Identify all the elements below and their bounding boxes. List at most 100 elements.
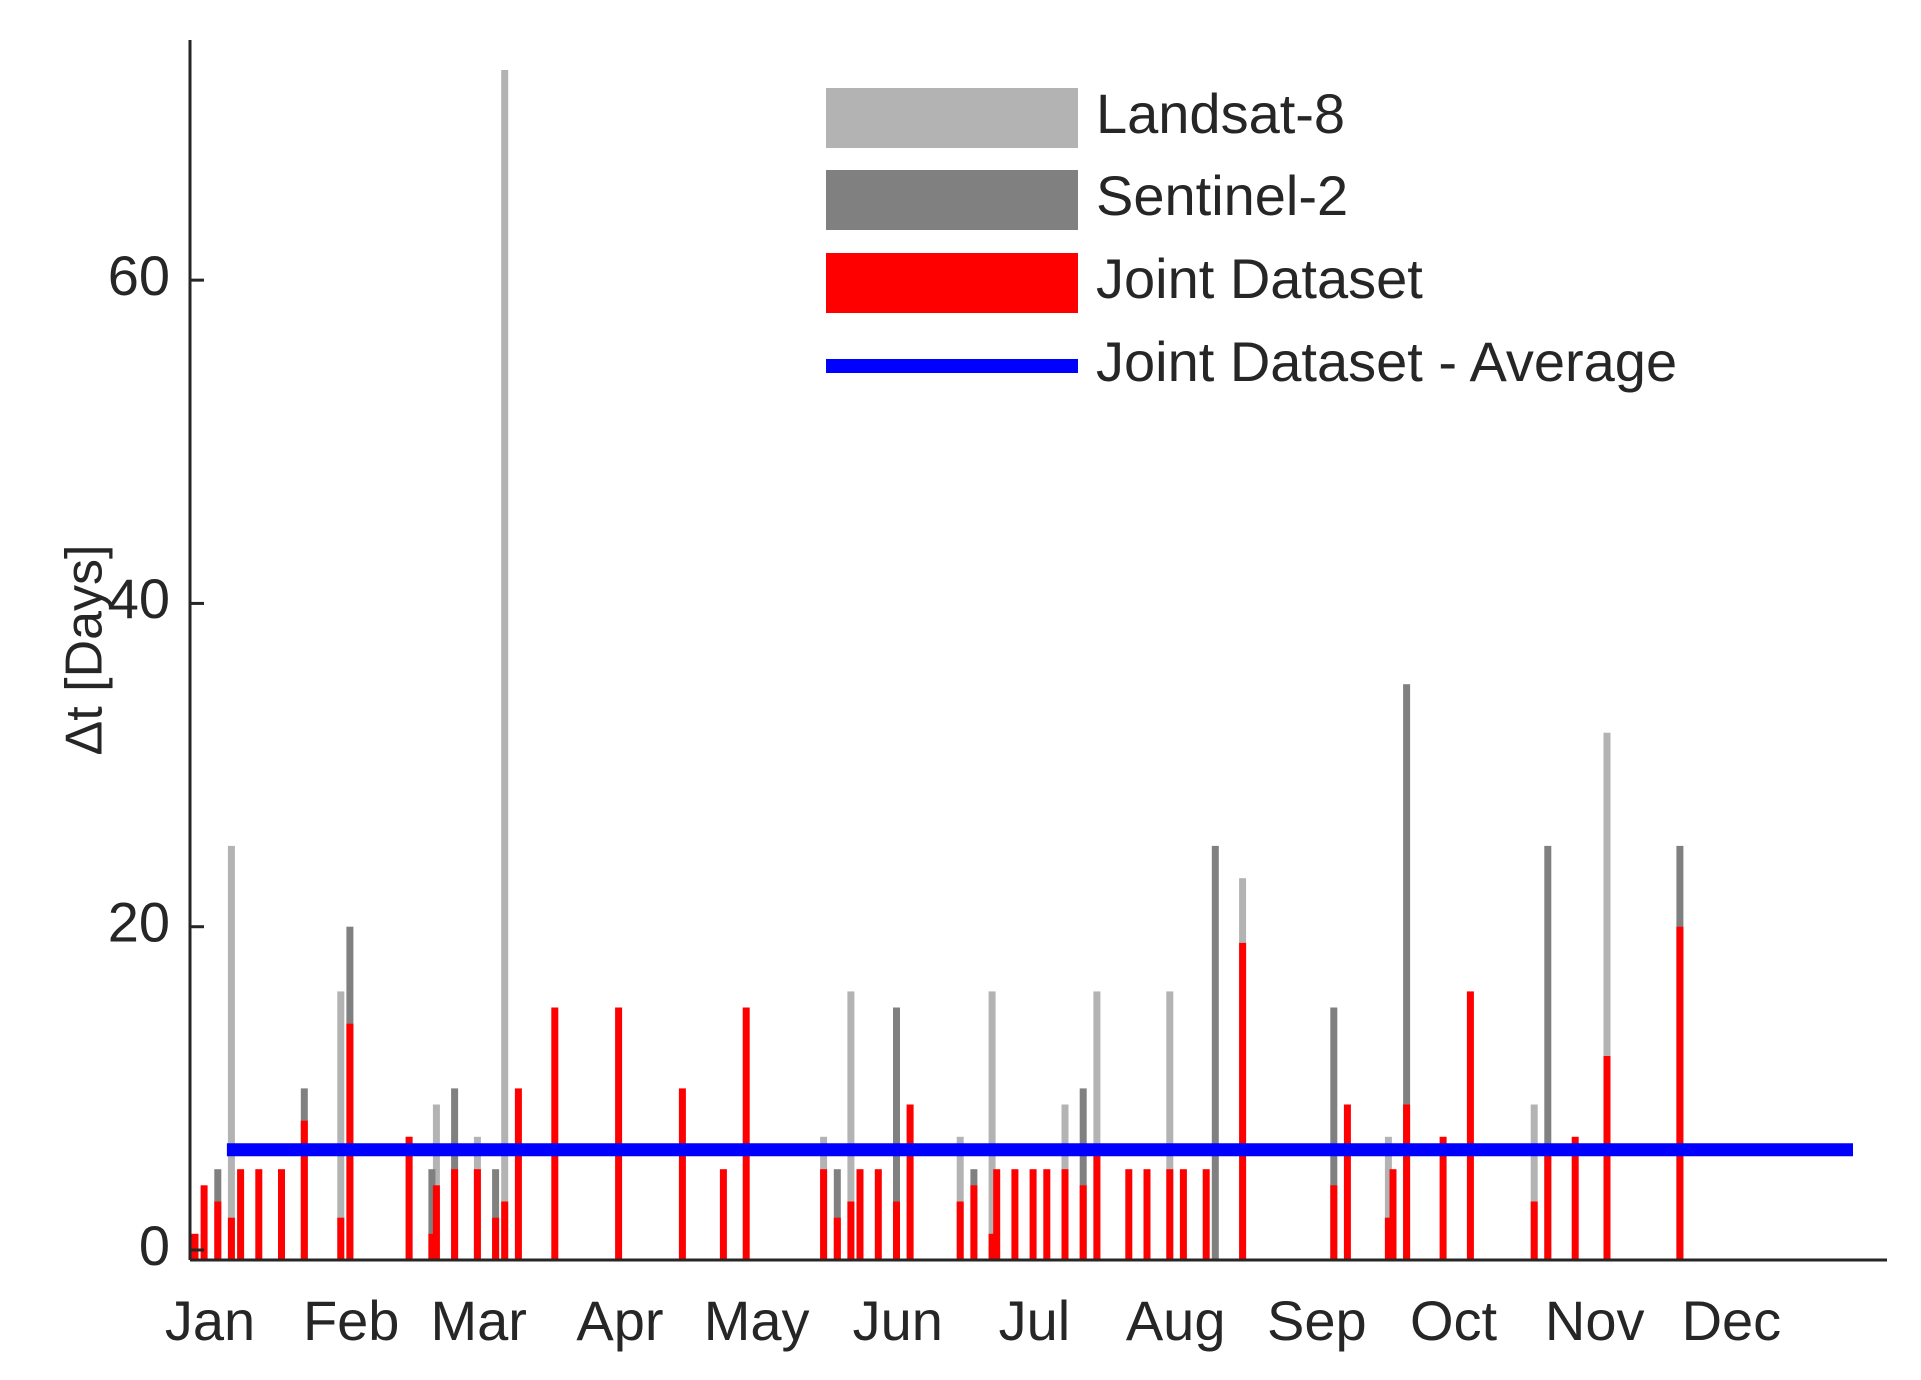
joint-dataset-bar [970, 1185, 978, 1260]
joint-dataset-bar [1143, 1169, 1151, 1260]
joint-dataset-bar [346, 1023, 354, 1260]
sentinel-2-bar [1403, 684, 1411, 1260]
y-tick-label: 60 [108, 244, 170, 307]
joint-dataset-bar [1676, 926, 1684, 1260]
joint-dataset-bar [551, 1007, 559, 1260]
joint-dataset-bar [1011, 1169, 1019, 1260]
legend-label-joint-dataset-average: Joint Dataset - Average [1096, 330, 1677, 393]
landsat-8-bar [1384, 1136, 1392, 1260]
joint-dataset-bar [1125, 1169, 1133, 1260]
axes [188, 40, 1887, 1262]
joint-dataset-bar [1571, 1136, 1579, 1260]
x-tick-label: Aug [1126, 1289, 1226, 1352]
joint-dataset-bar [432, 1185, 440, 1260]
joint-dataset-bar [1530, 1201, 1538, 1260]
joint-dataset-bar [227, 1217, 235, 1260]
joint-dataset-bar [255, 1169, 263, 1260]
legend: Landsat-8 Sentinel-2 Joint Dataset Joint Da… [826, 82, 1677, 393]
joint-dataset-bar [1439, 1136, 1447, 1260]
joint-dataset-bar [1466, 991, 1474, 1260]
x-tick-label: Sep [1267, 1289, 1367, 1352]
joint-dataset-bar [988, 1233, 996, 1260]
x-tick-label: May [704, 1289, 810, 1352]
joint-dataset-bar [473, 1169, 481, 1260]
joint-dataset-bar [742, 1007, 750, 1260]
sentinel-2-bar [893, 1007, 900, 1260]
joint-dataset-bar [514, 1088, 522, 1260]
x-tick-label: Apr [576, 1289, 663, 1352]
sentinel-2-bar [1544, 845, 1552, 1260]
landsat-8-bar [988, 991, 996, 1260]
joint-dataset-bar [847, 1201, 855, 1260]
landsat-8-bar [227, 845, 235, 1260]
joint-dataset-bar [405, 1136, 413, 1260]
landsat-8-bar [432, 1104, 440, 1260]
joint-dataset-bar [428, 1233, 436, 1260]
legend-swatch-joint-dataset-average [826, 359, 1078, 373]
x-tick-label: Oct [1410, 1289, 1498, 1352]
joint-dataset-bar [1166, 1169, 1174, 1260]
joint-dataset-bar [719, 1169, 727, 1260]
landsat-8-bar [1530, 1104, 1538, 1260]
sentinel-2-bar [1330, 1007, 1338, 1260]
sentinel-2-bar [833, 1169, 841, 1260]
joint-dataset-bar [1384, 1217, 1392, 1260]
joint-dataset-bar [492, 1217, 500, 1260]
joint-dataset-bar [993, 1169, 1001, 1260]
joint-dataset-bar [1093, 1153, 1101, 1260]
landsat-8-bar [1093, 991, 1101, 1260]
landsat-8-bar [337, 991, 345, 1260]
joint-dataset-bar [1202, 1169, 1210, 1260]
x-tick-label: Mar [431, 1289, 527, 1352]
joint-dataset-bar [1330, 1185, 1338, 1260]
joint-dataset-bar [214, 1201, 222, 1260]
sentinel-2-bar [492, 1169, 500, 1260]
joint-dataset-bar [1029, 1169, 1037, 1260]
landsat-8-bar [847, 991, 855, 1260]
joint-dataset-bar [893, 1201, 900, 1260]
joint-dataset-bar [300, 1120, 308, 1260]
joint-dataset-bar [856, 1169, 864, 1260]
joint-dataset-bar [1239, 942, 1247, 1260]
joint-dataset-bar [874, 1169, 882, 1260]
x-tick-label: Nov [1545, 1289, 1645, 1352]
joint-dataset-bar [678, 1088, 686, 1260]
landsat-8-bar [501, 70, 509, 1260]
joint-dataset-bar [1043, 1169, 1051, 1260]
joint-dataset-bar [1343, 1104, 1351, 1260]
joint-dataset-bar [1389, 1169, 1397, 1260]
y-tick-label: 0 [139, 1214, 170, 1277]
landsat-8-bar [956, 1136, 964, 1260]
x-tick-label: Jun [853, 1289, 943, 1352]
x-tick-label: Jul [999, 1289, 1071, 1352]
landsat-8-bar [1603, 732, 1611, 1260]
x-tick-label: Feb [303, 1289, 400, 1352]
bars-layer [191, 70, 1684, 1260]
x-tick-label: Jan [165, 1289, 255, 1352]
y-ticks: 0 20 40 60 [108, 244, 204, 1277]
joint-dataset-bar [1179, 1169, 1187, 1260]
joint-dataset-bar [191, 1233, 199, 1260]
joint-dataset-bar [200, 1185, 208, 1260]
joint-dataset-bar [833, 1217, 841, 1260]
joint-dataset-bar [820, 1169, 828, 1260]
sentinel-2-bar [1079, 1088, 1087, 1260]
legend-label-joint-dataset: Joint Dataset [1096, 247, 1423, 310]
joint-dataset-bar [1061, 1169, 1069, 1260]
joint-dataset-bar [501, 1201, 509, 1260]
y-axis-label: Δt [Days] [56, 545, 114, 756]
joint-dataset-bar [1603, 1056, 1611, 1260]
legend-swatch-landsat-8 [826, 88, 1078, 148]
landsat-8-bar [1166, 991, 1174, 1260]
joint-dataset-bar [237, 1169, 245, 1260]
joint-dataset-bar [1403, 1104, 1411, 1260]
sentinel-2-bar [1211, 845, 1219, 1260]
y-tick-label: 40 [108, 567, 170, 630]
legend-label-sentinel-2: Sentinel-2 [1096, 164, 1348, 227]
joint-dataset-bar [278, 1169, 285, 1260]
x-ticks: Jan Feb Mar Apr May Jun Jul Aug Sep Oct Nov Dec [165, 1289, 1781, 1352]
legend-label-landsat-8: Landsat-8 [1096, 82, 1345, 145]
joint-dataset-bar [615, 1007, 623, 1260]
joint-dataset-bar [337, 1217, 345, 1260]
